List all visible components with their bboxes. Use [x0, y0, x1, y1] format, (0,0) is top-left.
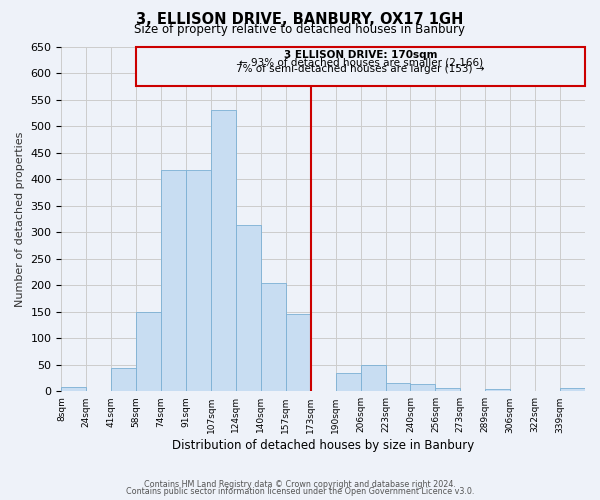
Text: 7% of semi-detached houses are larger (153) →: 7% of semi-detached houses are larger (1… — [236, 64, 485, 74]
Bar — [361, 366, 386, 392]
Bar — [61, 387, 86, 392]
Text: Contains public sector information licensed under the Open Government Licence v3: Contains public sector information licen… — [126, 487, 474, 496]
Bar — [186, 170, 211, 392]
Bar — [560, 388, 585, 392]
Text: 3, ELLISON DRIVE, BANBURY, OX17 1GH: 3, ELLISON DRIVE, BANBURY, OX17 1GH — [136, 12, 464, 28]
Bar — [485, 388, 510, 392]
Bar — [236, 224, 261, 392]
Text: Size of property relative to detached houses in Banbury: Size of property relative to detached ho… — [134, 22, 466, 36]
Bar — [386, 384, 410, 392]
Bar — [410, 384, 436, 392]
Bar — [161, 170, 186, 392]
Y-axis label: Number of detached properties: Number of detached properties — [15, 131, 25, 306]
Bar — [136, 312, 161, 392]
Bar — [111, 368, 136, 392]
X-axis label: Distribution of detached houses by size in Banbury: Distribution of detached houses by size … — [172, 440, 475, 452]
Text: Contains HM Land Registry data © Crown copyright and database right 2024.: Contains HM Land Registry data © Crown c… — [144, 480, 456, 489]
Bar — [211, 110, 236, 392]
Text: 3 ELLISON DRIVE: 170sqm: 3 ELLISON DRIVE: 170sqm — [284, 50, 437, 59]
Bar — [286, 314, 311, 392]
Bar — [335, 373, 361, 392]
Bar — [436, 388, 460, 392]
FancyBboxPatch shape — [136, 46, 585, 86]
Bar — [261, 282, 286, 392]
Text: ← 93% of detached houses are smaller (2,166): ← 93% of detached houses are smaller (2,… — [239, 57, 482, 67]
